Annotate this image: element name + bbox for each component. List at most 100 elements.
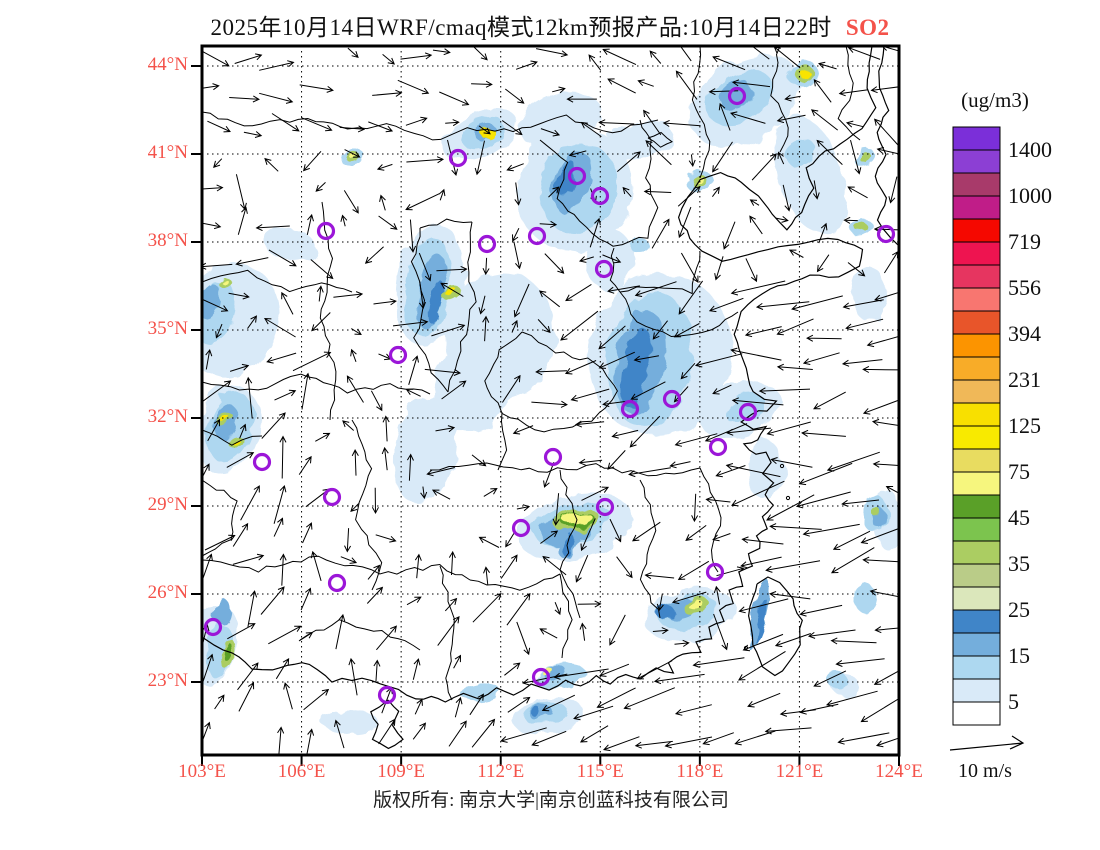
station-ring <box>543 447 563 467</box>
borders-and-coast <box>202 46 899 750</box>
province-border <box>469 573 561 591</box>
so2-patch <box>859 152 871 162</box>
province-border <box>419 218 473 229</box>
legend-value-label: 15 <box>1008 643 1030 668</box>
lon-tick-label: 112°E <box>477 761 525 782</box>
legend-value-label: 394 <box>1008 321 1041 346</box>
station-ring <box>477 234 497 254</box>
legend-swatch <box>952 609 1001 634</box>
wind-vectors <box>202 46 899 755</box>
station-ring <box>322 487 342 507</box>
lon-tick-label: 124°E <box>875 761 923 782</box>
so2-patch <box>798 68 808 76</box>
legend-swatch <box>952 356 1001 381</box>
so2-patch <box>565 514 593 526</box>
station-ring <box>738 402 758 422</box>
lat-tick-label: 41°N <box>147 142 188 163</box>
province-border <box>619 251 701 295</box>
province-border <box>559 469 581 619</box>
axis-ticks <box>191 65 900 766</box>
lat-tick-label: 26°N <box>147 582 188 603</box>
so2-patch <box>221 280 229 284</box>
legend-swatch <box>952 402 1001 427</box>
station-ring <box>620 399 640 419</box>
legend-swatch <box>952 448 1001 473</box>
legend-swatch <box>952 471 1001 496</box>
coastline <box>202 46 877 703</box>
legend-swatch <box>952 195 1001 220</box>
station-ring <box>590 186 610 206</box>
so2-patch <box>774 115 846 235</box>
province-border <box>202 479 238 557</box>
legend-value-label: 35 <box>1008 551 1030 576</box>
station-ring <box>252 452 272 472</box>
so2-patch <box>460 682 500 702</box>
legend-swatch <box>952 287 1001 312</box>
legend-value-label: 125 <box>1008 413 1041 438</box>
station-ring <box>594 259 614 279</box>
station-ring <box>595 497 615 517</box>
station-ring <box>531 667 551 687</box>
province-border <box>410 227 449 393</box>
station-ring <box>705 562 725 582</box>
legend-swatch <box>952 218 1001 243</box>
province-border <box>770 46 789 153</box>
legend-swatch <box>952 678 1001 703</box>
lon-tick-label: 121°E <box>775 761 824 782</box>
copyright-text: 版权所有: 南京大学|南京创蓝科技有限公司 <box>373 790 729 811</box>
province-border <box>202 269 353 293</box>
lon-tick-label: 106°E <box>277 761 326 782</box>
coastline <box>747 576 803 677</box>
station-ring <box>876 224 896 244</box>
title-text: 2025年10月14日WRF/cmaq模式12km预报产品:10月14日22时 <box>210 15 832 40</box>
station-ring <box>448 148 468 168</box>
legend-swatch <box>952 310 1001 335</box>
legend-swatch <box>952 701 1001 726</box>
legend-value-label: 5 <box>1008 689 1019 714</box>
legend-swatch <box>952 586 1001 611</box>
so2-patch <box>689 601 705 611</box>
station-ring <box>327 573 347 593</box>
province-border <box>639 479 661 619</box>
legend-swatch <box>952 517 1001 542</box>
province-border <box>619 291 739 338</box>
province-border <box>447 221 477 393</box>
province-border <box>559 573 573 659</box>
coastline <box>874 46 899 247</box>
so2-patch <box>620 328 652 408</box>
province-border <box>202 555 471 581</box>
so2-patch <box>264 228 316 262</box>
legend-value-label: 1400 <box>1008 137 1052 162</box>
lat-tick-label: 23°N <box>147 670 188 691</box>
so2-patch <box>202 284 221 320</box>
so2-patch <box>853 584 877 612</box>
province-border <box>539 119 659 247</box>
pollution-blobs <box>202 54 899 735</box>
island <box>779 463 785 469</box>
lat-tick-label: 32°N <box>147 406 188 427</box>
title-species: SO2 <box>845 15 890 40</box>
station-ring <box>388 345 408 365</box>
legend-value-label: 25 <box>1008 597 1030 622</box>
legend-swatch <box>952 379 1001 404</box>
legend-swatch <box>952 172 1001 197</box>
legend-swatch <box>952 149 1001 174</box>
legend-swatch <box>952 425 1001 450</box>
so2-patch <box>322 710 378 734</box>
lat-tick-label: 44°N <box>147 54 188 75</box>
station-ring <box>316 221 336 241</box>
station-ring <box>708 437 728 457</box>
island <box>785 495 791 501</box>
wind-scale-label: 10 m/s <box>958 760 1012 782</box>
province-border <box>609 247 621 293</box>
province-border <box>484 331 618 433</box>
lat-tick-label: 38°N <box>147 230 188 251</box>
legend-swatch <box>952 563 1001 588</box>
station-ring <box>662 389 682 409</box>
lon-tick-label: 103°E <box>178 761 226 782</box>
station-ring <box>203 617 223 637</box>
coastline <box>370 699 404 750</box>
so2-patch <box>427 280 445 324</box>
province-border <box>647 131 674 148</box>
